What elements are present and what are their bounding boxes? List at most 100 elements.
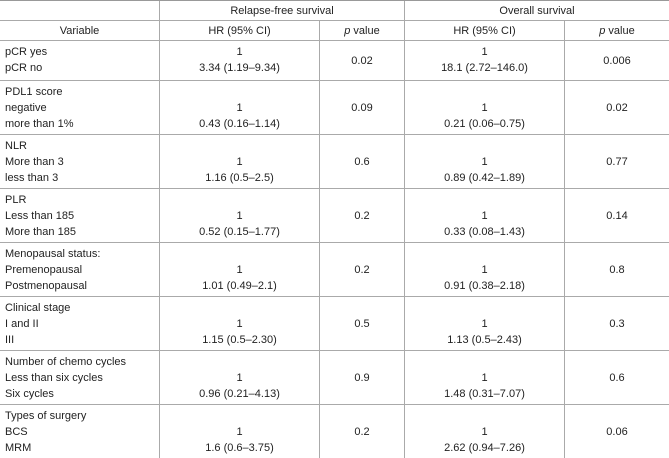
hr-line: 1 xyxy=(236,318,243,330)
column-title: HR (95% CI) xyxy=(208,24,271,37)
hr-cell: 1 18.1 (2.72–146.0) xyxy=(405,41,565,81)
column-title: HR (95% CI) xyxy=(453,24,516,37)
hr-line: 1 xyxy=(481,46,488,58)
hr-line: 0.43 (0.16–1.14) xyxy=(199,118,280,130)
variable-line: more than 1% xyxy=(5,118,74,130)
hr-line: 1 xyxy=(236,102,243,114)
hr-line: 3.34 (1.19–9.34) xyxy=(199,62,280,74)
variable-line: I and II xyxy=(5,318,39,330)
p-cell: 0.2 xyxy=(320,243,405,297)
variable-cell: pCR yes pCR no xyxy=(0,41,160,81)
column-title: p value xyxy=(344,24,380,37)
column-header: p value xyxy=(565,21,669,41)
hr-line: 1 xyxy=(236,46,243,58)
variable-line: PDL1 score xyxy=(5,86,63,98)
hr-line: 0.91 (0.38–2.18) xyxy=(444,280,525,292)
variable-line: Less than six cycles xyxy=(5,372,103,384)
variable-line: BCS xyxy=(5,426,28,438)
hr-cell: 1 1.13 (0.5–2.43) xyxy=(405,297,565,351)
hr-line: 1.48 (0.31–7.07) xyxy=(444,388,525,400)
hr-cell: 1 0.21 (0.06–0.75) xyxy=(405,81,565,135)
variable-cell: NLR More than 3 less than 3 xyxy=(0,135,160,189)
column-title: Variable xyxy=(59,24,100,37)
hr-cell: 1 0.52 (0.15–1.77) xyxy=(160,189,320,243)
p-value: 0.2 xyxy=(354,209,370,222)
variable-line: negative xyxy=(5,102,47,114)
group-header: Relapse-free survival xyxy=(160,1,405,21)
p-value: 0.006 xyxy=(603,54,631,67)
p-cell: 0.02 xyxy=(565,81,669,135)
variable-line: Menopausal status: xyxy=(5,248,101,260)
hr-line: 1 xyxy=(236,426,243,438)
variable-line: Six cycles xyxy=(5,388,54,400)
p-cell: 0.5 xyxy=(320,297,405,351)
hr-cell: 1 1.48 (0.31–7.07) xyxy=(405,351,565,405)
p-value: 0.02 xyxy=(606,101,628,114)
hr-line: 2.62 (0.94–7.26) xyxy=(444,442,525,454)
hr-line: 0.96 (0.21–4.13) xyxy=(199,388,280,400)
p-cell: 0.2 xyxy=(320,189,405,243)
hr-line: 1 xyxy=(236,372,243,384)
hr-line: 0.33 (0.08–1.43) xyxy=(444,226,525,238)
hr-line: 1 xyxy=(481,210,488,222)
column-header: p value xyxy=(320,21,405,41)
hr-cell: 1 1.01 (0.49–2.1) xyxy=(160,243,320,297)
hr-line: 1 xyxy=(481,102,488,114)
variable-line: MRM xyxy=(5,442,32,454)
variable-line: NLR xyxy=(5,140,28,152)
p-value: 0.8 xyxy=(609,263,625,276)
p-value: 0.02 xyxy=(351,54,373,67)
variable-line: pCR no xyxy=(5,62,43,74)
p-cell: 0.6 xyxy=(565,351,669,405)
p-cell: 0.2 xyxy=(320,405,405,458)
variable-line: More than 3 xyxy=(5,156,64,168)
hr-cell: 1 3.34 (1.19–9.34) xyxy=(160,41,320,81)
column-title: p value xyxy=(599,24,635,37)
variable-cell: Number of chemo cycles Less than six cycl… xyxy=(0,351,160,405)
p-value: 0.5 xyxy=(354,317,370,330)
hr-cell: 1 1.16 (0.5–2.5) xyxy=(160,135,320,189)
p-cell: 0.8 xyxy=(565,243,669,297)
group-header: Overall survival xyxy=(405,1,669,21)
hr-line: 1 xyxy=(481,156,488,168)
hr-cell: 1 1.15 (0.5–2.30) xyxy=(160,297,320,351)
hr-line: 1 xyxy=(481,372,488,384)
hr-line: 1.01 (0.49–2.1) xyxy=(202,280,277,292)
variable-line: Less than 185 xyxy=(5,210,75,222)
hr-line: 1 xyxy=(481,426,488,438)
column-header: Variable xyxy=(0,21,160,41)
hr-line: 1 xyxy=(236,156,243,168)
variable-line: less than 3 xyxy=(5,172,59,184)
p-cell: 0.6 xyxy=(320,135,405,189)
hr-cell: 1 0.91 (0.38–2.18) xyxy=(405,243,565,297)
hr-line: 1.6 (0.6–3.75) xyxy=(205,442,274,454)
variable-cell: Menopausal status: Premenopausal Postmenop… xyxy=(0,243,160,297)
column-header: HR (95% CI) xyxy=(405,21,565,41)
p-value: 0.77 xyxy=(606,155,628,168)
hr-cell: 1 0.96 (0.21–4.13) xyxy=(160,351,320,405)
group-title: Relapse-free survival xyxy=(230,4,334,17)
p-cell: 0.3 xyxy=(565,297,669,351)
hr-line: 0.89 (0.42–1.89) xyxy=(444,172,525,184)
variable-line: Clinical stage xyxy=(5,302,71,314)
hr-line: 1 xyxy=(481,318,488,330)
p-value: 0.2 xyxy=(354,425,370,438)
hr-cell: 1 0.33 (0.08–1.43) xyxy=(405,189,565,243)
hr-line: 1 xyxy=(236,210,243,222)
variable-line: pCR yes xyxy=(5,46,48,58)
p-value: 0.6 xyxy=(354,155,370,168)
hr-line: 0.52 (0.15–1.77) xyxy=(199,226,280,238)
variable-line: PLR xyxy=(5,194,27,206)
header-cell xyxy=(0,1,160,21)
p-cell: 0.06 xyxy=(565,405,669,458)
hr-line: 1.16 (0.5–2.5) xyxy=(205,172,274,184)
p-value: 0.6 xyxy=(609,371,625,384)
variable-line: Types of surgery xyxy=(5,410,87,422)
variable-line: Postmenopausal xyxy=(5,280,87,292)
p-cell: 0.006 xyxy=(565,41,669,81)
p-cell: 0.14 xyxy=(565,189,669,243)
p-cell: 0.77 xyxy=(565,135,669,189)
p-value: 0.9 xyxy=(354,371,370,384)
variable-cell: Clinical stage I and II III xyxy=(0,297,160,351)
